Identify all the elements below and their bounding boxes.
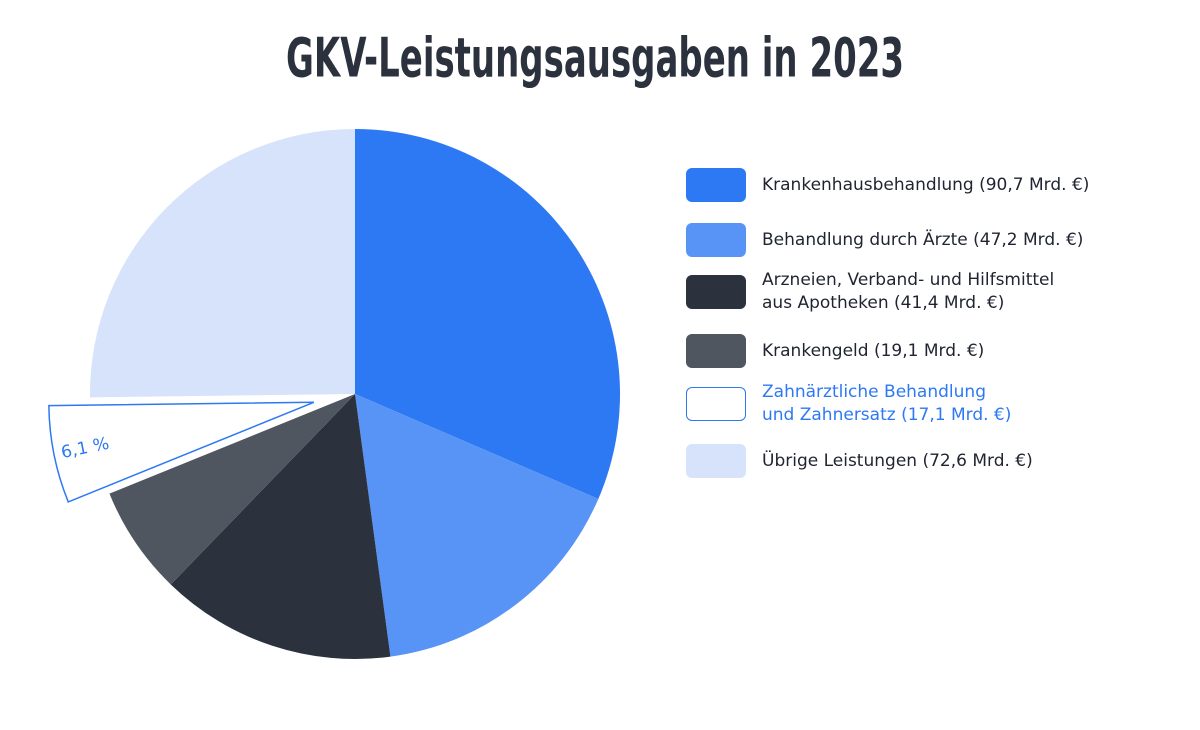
pie-slice bbox=[170, 394, 391, 659]
legend-item: Übrige Leistungen (72,6 Mrd. €) bbox=[686, 444, 1166, 478]
pie-slice bbox=[355, 129, 621, 499]
legend-item: Krankenhausbehandlung (90,7 Mrd. €) bbox=[686, 168, 1166, 202]
pie-slice bbox=[109, 394, 355, 585]
chart-title: GKV-Leistungsausgaben in 2023 bbox=[286, 27, 904, 90]
legend-item: Zahnärztliche Behandlung und Zahnersatz … bbox=[686, 381, 1166, 427]
legend-item: Arzneien, Verband- und Hilfsmittel aus A… bbox=[686, 269, 1166, 315]
legend-swatch bbox=[686, 334, 746, 368]
legend-label: Behandlung durch Ärzte (47,2 Mrd. €) bbox=[762, 229, 1084, 250]
legend-item: Behandlung durch Ärzte (47,2 Mrd. €) bbox=[686, 223, 1166, 257]
legend-label: Zahnärztliche Behandlung und Zahnersatz … bbox=[762, 382, 1012, 425]
pie-slice bbox=[48, 401, 315, 503]
legend-label: Übrige Leistungen (72,6 Mrd. €) bbox=[762, 450, 1033, 471]
legend-swatch bbox=[686, 275, 746, 309]
legend-label: Krankenhausbehandlung (90,7 Mrd. €) bbox=[762, 174, 1090, 195]
legend-item: Krankengeld (19,1 Mrd. €) bbox=[686, 334, 1166, 368]
legend-label: Arzneien, Verband- und Hilfsmittel aus A… bbox=[762, 270, 1055, 313]
legend-label: Krankengeld (19,1 Mrd. €) bbox=[762, 340, 985, 361]
legend-swatch bbox=[686, 223, 746, 257]
legend-swatch bbox=[686, 168, 746, 202]
pie-slice bbox=[355, 394, 599, 657]
pie-slice bbox=[90, 129, 355, 398]
legend-swatch bbox=[686, 444, 746, 478]
legend-swatch bbox=[686, 387, 746, 421]
